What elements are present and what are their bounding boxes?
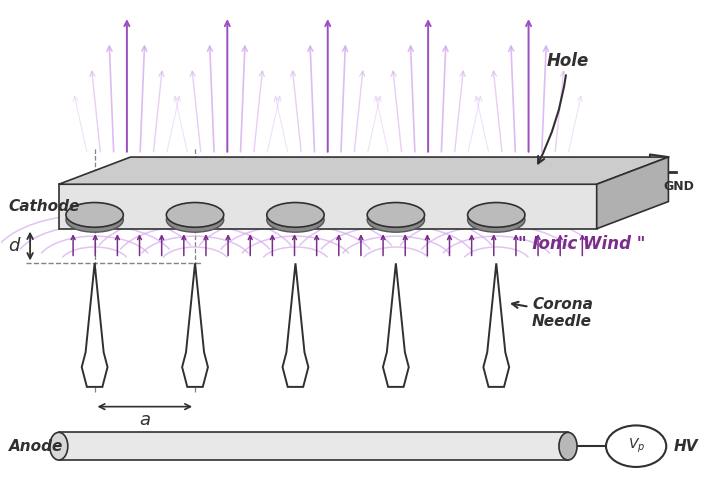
Text: Hole: Hole — [538, 52, 589, 164]
Text: " Ionic Wind ": " Ionic Wind " — [518, 235, 645, 252]
Text: GND: GND — [663, 180, 694, 193]
Polygon shape — [59, 184, 597, 229]
Circle shape — [606, 425, 666, 467]
Ellipse shape — [367, 203, 425, 227]
Ellipse shape — [267, 203, 324, 227]
Text: Cathode: Cathode — [9, 199, 80, 214]
Ellipse shape — [267, 207, 324, 232]
Text: $d$: $d$ — [8, 237, 22, 255]
Text: $V_p$: $V_p$ — [628, 437, 644, 455]
Ellipse shape — [559, 432, 577, 460]
Text: Anode: Anode — [9, 439, 63, 454]
Ellipse shape — [66, 207, 123, 232]
Polygon shape — [597, 157, 668, 229]
Ellipse shape — [166, 203, 224, 227]
Polygon shape — [59, 432, 568, 460]
Ellipse shape — [66, 203, 123, 227]
Text: Corona
Needle: Corona Needle — [512, 297, 593, 329]
Ellipse shape — [50, 432, 68, 460]
Polygon shape — [282, 263, 308, 387]
Text: HV: HV — [673, 439, 698, 454]
Ellipse shape — [467, 207, 525, 232]
Polygon shape — [483, 263, 509, 387]
Polygon shape — [81, 263, 107, 387]
Polygon shape — [182, 263, 208, 387]
Text: $a$: $a$ — [139, 412, 150, 429]
Polygon shape — [59, 157, 668, 184]
Ellipse shape — [166, 207, 224, 232]
Ellipse shape — [367, 207, 425, 232]
Polygon shape — [383, 263, 409, 387]
Ellipse shape — [467, 203, 525, 227]
